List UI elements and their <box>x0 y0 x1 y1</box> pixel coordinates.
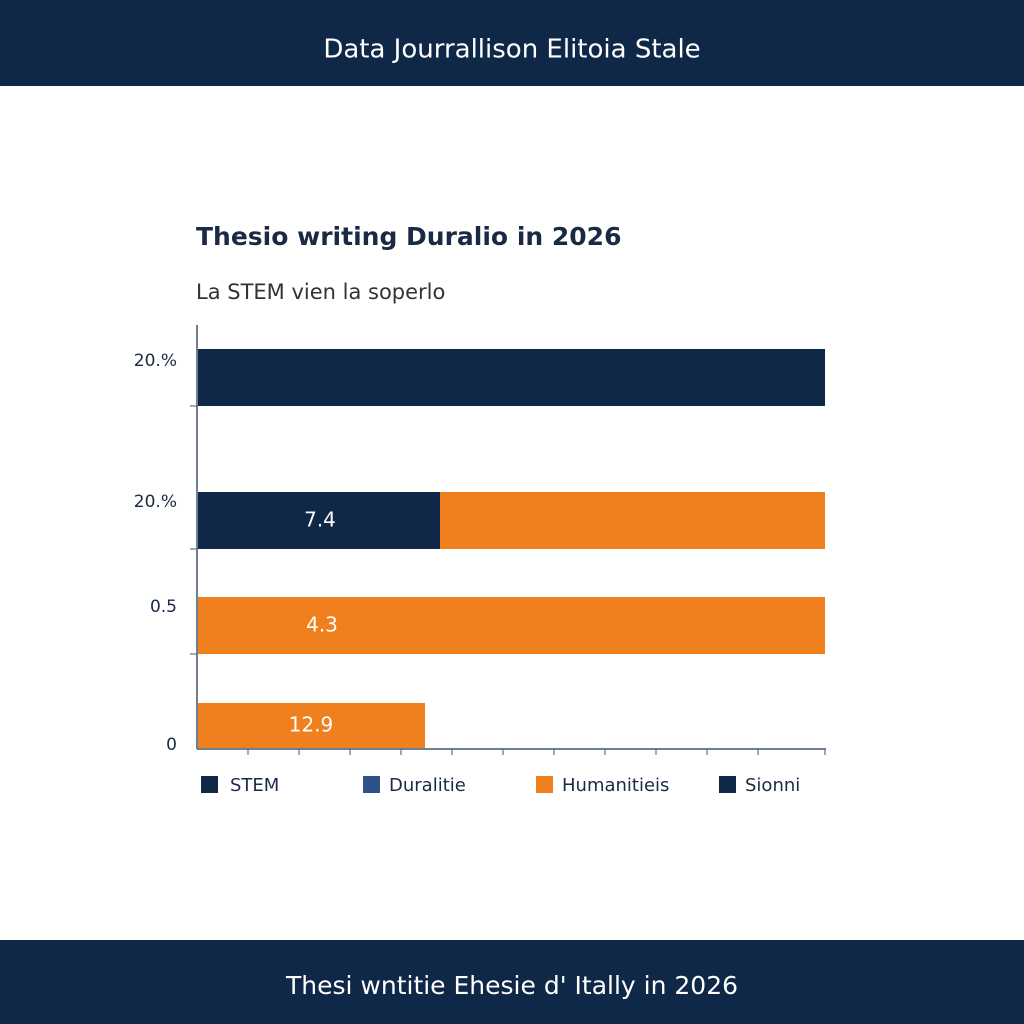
legend-swatch <box>719 776 736 793</box>
bar <box>198 349 825 406</box>
bar <box>198 597 825 654</box>
row-label: 0.5 <box>150 597 177 617</box>
legend-label: Duralitie <box>389 775 466 796</box>
row-label: 20.% <box>134 492 177 512</box>
row-label: 0 <box>166 735 177 755</box>
header-bar <box>0 0 1024 86</box>
chart-subtitle: La STEM vien la soperlo <box>196 280 445 304</box>
legend-label: STEM <box>230 775 279 796</box>
bar <box>198 492 440 549</box>
bar <box>440 492 825 549</box>
legend-label: Humanitieis <box>562 775 669 796</box>
bar-label: 7.4 <box>304 508 336 532</box>
chart-title: Thesio writing Duralio in 2026 <box>196 222 621 251</box>
bar-label: 12.9 <box>289 713 334 737</box>
legend-swatch <box>363 776 380 793</box>
ticks <box>190 405 826 755</box>
bar-label: 4.3 <box>306 613 338 637</box>
bar <box>198 703 425 748</box>
footer-bar <box>0 940 1024 1024</box>
footer-text: Thesi wntitie Ehesie d' Itally in 2026 <box>285 971 738 1000</box>
legend-swatch <box>536 776 553 793</box>
row-label: 20.% <box>134 351 177 371</box>
legend-label: Sionni <box>745 775 800 796</box>
legend-swatch <box>201 776 218 793</box>
header-title: Data Jourrallison Elitoia Stale <box>323 35 700 65</box>
